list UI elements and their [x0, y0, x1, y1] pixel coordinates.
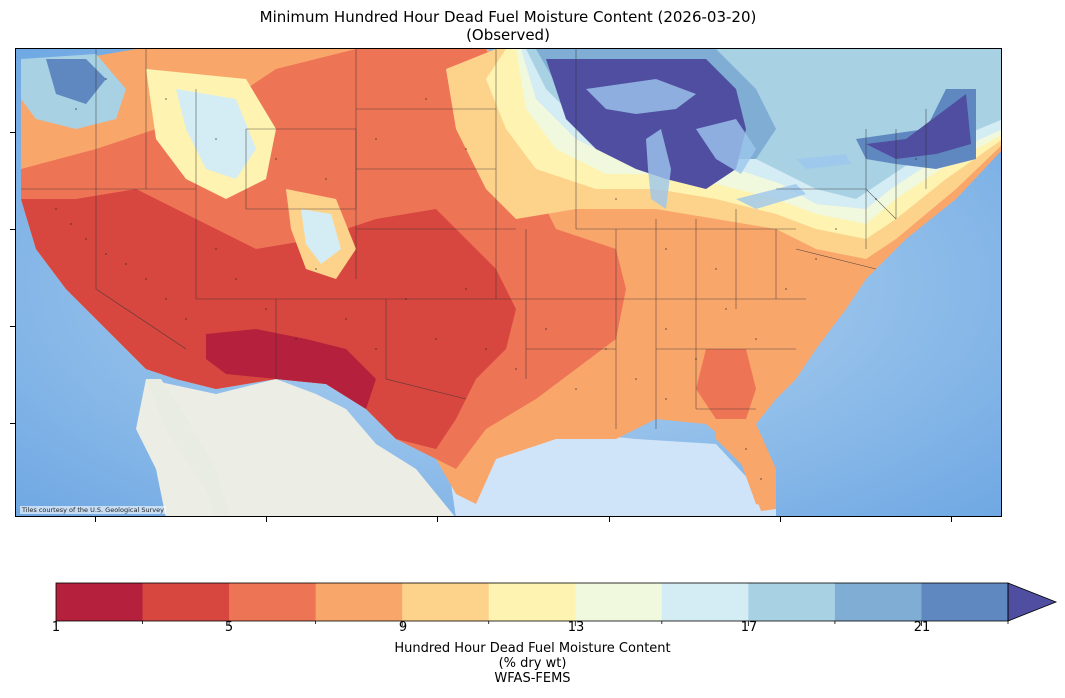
colorbar-label-line-1: Hundred Hour Dead Fuel Moisture Content	[394, 641, 671, 656]
florida	[716, 419, 776, 511]
colorbar-segment	[56, 583, 144, 621]
fuel-moisture-map: Tiles courtesy of the U.S. Geological Su…	[15, 48, 1002, 517]
contour-5	[21, 189, 516, 449]
y-axis-tick	[10, 132, 15, 133]
colorbar-label: Hundred Hour Dead Fuel Moisture Content …	[300, 641, 765, 686]
lake-huron	[696, 119, 756, 174]
state-borders	[21, 49, 927, 429]
colorbar-segment	[575, 583, 663, 621]
contour-5-southeast	[696, 349, 756, 419]
colorbar-segment	[142, 583, 230, 621]
colorbar-tick-label: 17	[740, 620, 758, 635]
title-line-2: (Observed)	[466, 26, 550, 44]
colorbar-label-line-2: (% dry wt)	[498, 656, 567, 671]
colorbar-segment	[315, 583, 403, 621]
y-axis-tick	[10, 423, 15, 424]
colorbar-segment	[229, 583, 317, 621]
y-axis-tick	[10, 326, 15, 327]
tile-attribution: Tiles courtesy of the U.S. Geological Su…	[20, 506, 166, 514]
baja-land	[146, 379, 231, 516]
colorbar-label-line-3: WFAS-FEMS	[494, 671, 571, 686]
colorbar-tick-label: 13	[567, 620, 585, 635]
y-axis-tick	[10, 229, 15, 230]
colorbar-extend-arrow	[1007, 582, 1058, 622]
map-title: Minimum Hundred Hour Dead Fuel Moisture …	[0, 8, 1016, 44]
lake-erie	[736, 184, 806, 209]
colorbar-tick-label: 9	[398, 620, 408, 635]
contour-17-colorado	[301, 209, 341, 264]
map-canvas	[16, 49, 1001, 516]
x-axis-tick	[437, 517, 438, 522]
contour-21-northwest	[46, 59, 106, 104]
colorbar-tick-label: 21	[913, 620, 931, 635]
x-axis-tick	[609, 517, 610, 522]
lake-superior	[586, 79, 696, 114]
colorbar-outline	[55, 582, 1009, 622]
title-line-1: Minimum Hundred Hour Dead Fuel Moisture …	[259, 8, 757, 26]
station-markers	[55, 78, 917, 480]
colorbar-tick-label: 5	[224, 620, 234, 635]
x-axis-tick	[95, 517, 96, 522]
colorbar-tick-label: 1	[51, 620, 61, 635]
x-axis-tick	[266, 517, 267, 522]
x-axis-tick	[951, 517, 952, 522]
gulf-of-mexico	[446, 429, 776, 516]
colorbar	[55, 582, 1058, 626]
x-axis-tick	[780, 517, 781, 522]
colorbar-segment	[402, 583, 490, 621]
colorbar-segment	[921, 583, 1009, 621]
colorbar-segment	[488, 583, 576, 621]
lake-michigan	[646, 129, 671, 209]
colorbar-segment	[834, 583, 922, 621]
contour-3	[206, 329, 376, 409]
colorbar-segment	[748, 583, 836, 621]
lake-ontario	[796, 154, 851, 169]
colorbar-segment	[661, 583, 749, 621]
contour-23-ne-core	[866, 94, 971, 159]
